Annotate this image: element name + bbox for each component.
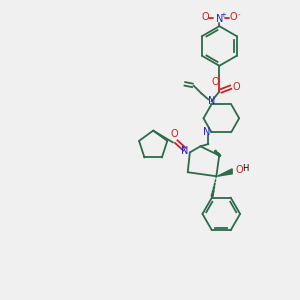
Text: H: H: [242, 164, 248, 173]
Text: -: -: [238, 11, 240, 17]
Text: N: N: [208, 97, 215, 106]
Text: O: O: [212, 76, 219, 87]
Text: O: O: [202, 12, 209, 22]
Text: N: N: [216, 14, 223, 24]
Text: O: O: [235, 165, 243, 175]
Text: O: O: [170, 129, 178, 139]
Text: O: O: [230, 12, 237, 22]
Text: +: +: [220, 12, 226, 18]
Polygon shape: [217, 169, 232, 176]
Text: N: N: [203, 127, 210, 137]
Text: N: N: [181, 146, 189, 156]
Text: O: O: [232, 82, 240, 92]
